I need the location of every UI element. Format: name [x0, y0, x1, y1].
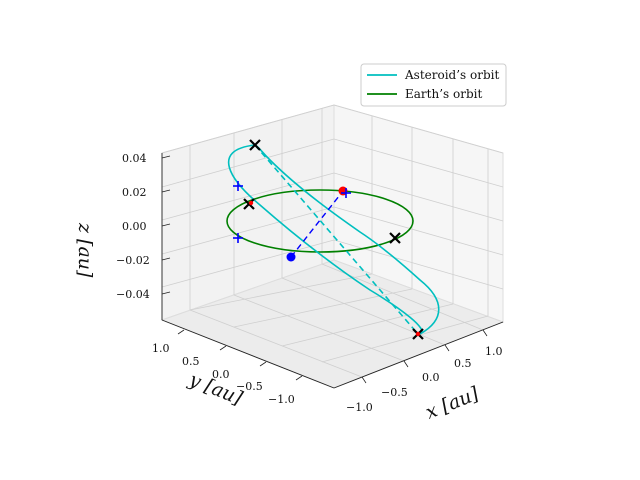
x-ticks: [361, 329, 488, 384]
x-tick-label: −0.5: [381, 386, 408, 399]
y-tick-label: 0.0: [212, 368, 230, 381]
legend-box: [360, 63, 507, 107]
y-axis-line: [161, 319, 335, 389]
z-axis-label: z [au]: [74, 222, 96, 278]
z-tick-label: 0.02: [122, 186, 147, 199]
grid-line: [333, 172, 504, 222]
y-tick-label: −0.5: [236, 380, 263, 393]
cross-marker: [243, 198, 255, 210]
grid-line: [189, 273, 373, 311]
grid-line: [161, 206, 335, 255]
z-tick-label: −0.04: [116, 288, 150, 301]
grid-line: [189, 309, 363, 378]
grid-line: [333, 206, 504, 256]
z-tick-mark: [161, 155, 171, 159]
z-tick-label: 0.00: [122, 220, 147, 233]
grid: [161, 104, 504, 378]
z-ticks: [161, 155, 171, 295]
legend: Asteroid’s orbit Earth’s orbit: [360, 63, 507, 107]
grid-line: [161, 172, 335, 221]
asteroid-orbit-hidden-segment: [254, 144, 419, 335]
plus-marker: [233, 233, 243, 243]
z-tick-mark: [161, 291, 171, 295]
legend-label-asteroid: Asteroid’s orbit: [404, 68, 499, 82]
x-tick-label: 0.5: [454, 357, 472, 370]
blue-dot-marker: [286, 252, 296, 262]
z-tick-mark: [161, 189, 171, 193]
x-tick-label: −1.0: [346, 401, 373, 414]
y-tick-label: 0.5: [182, 355, 200, 368]
y-ticks: [177, 329, 303, 381]
y-tick-mark: [219, 345, 227, 351]
markers: [233, 139, 424, 340]
grid-line: [321, 315, 489, 363]
cross-marker: [249, 139, 261, 151]
cross-marker: [389, 232, 401, 244]
y-tick-label: −1.0: [268, 393, 295, 406]
z-tick-label: 0.04: [122, 152, 147, 165]
grid-line: [161, 138, 335, 188]
axes-panes: [160, 104, 505, 389]
red-small-marker: [415, 331, 421, 337]
legend-label-earth: Earth’s orbit: [405, 87, 482, 101]
plus-marker: [233, 181, 243, 191]
grid-line: [333, 138, 504, 188]
x-tick-mark: [482, 329, 488, 337]
red-small-marker: [248, 200, 254, 206]
earth-orbit: [226, 189, 414, 253]
asteroid-orbit-front-arc: [227, 144, 440, 335]
asteroid-orbit: [227, 144, 440, 335]
y-tick-label: 1.0: [152, 342, 170, 355]
z-tick-mark: [161, 223, 171, 227]
x-tick-mark: [361, 376, 367, 384]
grid-line: [161, 104, 335, 154]
x-tick-mark: [444, 344, 450, 352]
y-tick-mark: [259, 361, 267, 367]
x-axis-label: x [au]: [423, 383, 483, 424]
y-tick-mark: [295, 375, 303, 381]
grid-line: [161, 239, 335, 288]
z-tick-mark: [161, 257, 171, 261]
z-tick-label: −0.02: [116, 254, 150, 267]
y-tick-mark: [177, 329, 185, 335]
plus-marker: [341, 188, 351, 198]
grid-line: [333, 104, 504, 154]
grid-line: [233, 288, 413, 328]
x-tick-label: 1.0: [485, 345, 503, 358]
grid-line: [281, 303, 454, 347]
connector-line: [290, 190, 344, 258]
x-tick-mark: [403, 360, 409, 368]
x-tick-label: 0.0: [422, 371, 440, 384]
grid-line: [233, 294, 405, 362]
